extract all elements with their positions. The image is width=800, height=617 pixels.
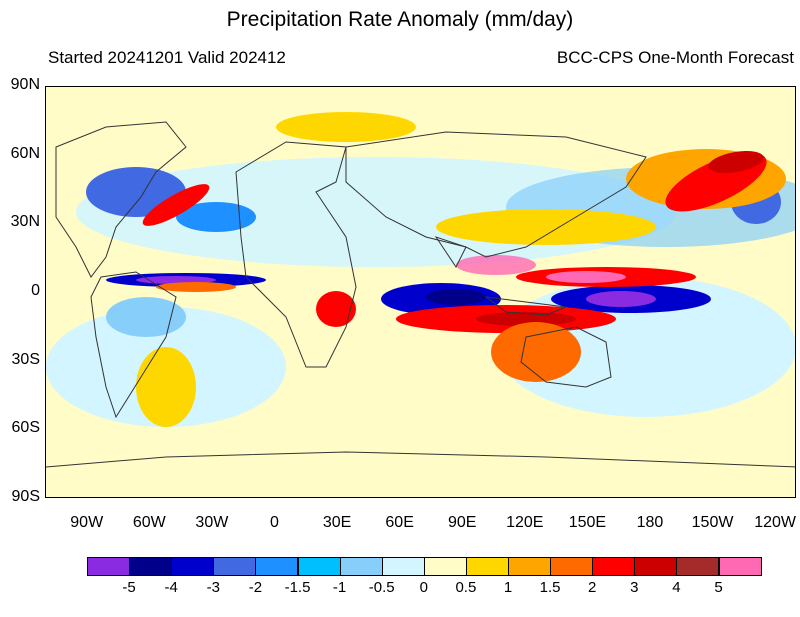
colorbar-tick-label: 5 — [714, 579, 723, 596]
colorbar-swatch — [508, 557, 552, 576]
colorbar-tick-label: 1 — [503, 579, 513, 596]
colorbar-tick-label: 1.5 — [539, 579, 561, 596]
colorbar-tick-label: -0.5 — [368, 579, 395, 596]
lat-label: 60S — [11, 419, 40, 437]
lat-label: 90N — [10, 76, 40, 93]
forecast-dates: Started 20241201 Valid 202412 — [48, 48, 286, 67]
colorbar-swatch — [634, 557, 678, 576]
colorbar-tick-label: -5 — [122, 579, 136, 596]
lon-label: 60E — [385, 514, 414, 531]
lon-label: 120W — [754, 514, 797, 531]
lat-label: 0 — [31, 282, 40, 299]
lon-label: 90E — [447, 514, 477, 531]
colorbar-swatch — [550, 557, 594, 576]
colorbar-tick-label: 0.5 — [455, 579, 477, 596]
lon-label: 180 — [636, 514, 664, 531]
colorbar-swatch — [381, 557, 425, 576]
lat-label: 90S — [11, 488, 40, 505]
colorbar-tick-label: 3 — [630, 579, 639, 596]
colorbar-tick-label: -4 — [164, 579, 178, 596]
colorbar-swatch — [676, 557, 720, 576]
anomaly-field — [46, 112, 795, 427]
lat-label: 30N — [10, 213, 40, 231]
colorbar-tick-label: -1 — [332, 579, 347, 596]
lon-label: 90W — [70, 514, 104, 531]
chart-title: Precipitation Rate Anomaly (mm/day) — [226, 8, 574, 31]
lon-label: 150E — [568, 514, 607, 531]
lat-label: 60N — [10, 144, 40, 162]
colorbar-swatch — [297, 557, 341, 576]
lon-label: 60W — [132, 514, 166, 531]
colorbar-tick-label: 4 — [672, 579, 681, 596]
colorbar-swatch — [339, 557, 383, 576]
colorbar-tick-label: 0 — [419, 579, 428, 596]
lon-label: 30W — [195, 514, 229, 531]
colorbar-swatch — [718, 557, 762, 576]
lon-label: 30E — [322, 514, 352, 531]
colorbar-tick-label: -2 — [248, 579, 263, 596]
colorbar-swatch — [465, 557, 509, 576]
colorbar-swatch — [255, 557, 299, 576]
colorbar-swatch — [213, 557, 257, 576]
colorbar-swatch — [87, 557, 131, 576]
colorbar-swatch — [171, 557, 215, 576]
lon-label: 150W — [691, 514, 734, 531]
colorbar-tick-label: -3 — [206, 579, 220, 596]
colorbar-swatch — [592, 557, 636, 576]
map-canvas — [46, 87, 795, 497]
lat-label: 30S — [11, 350, 40, 368]
anomaly-map — [45, 86, 796, 498]
colorbar-swatch — [423, 557, 467, 576]
colorbar-tick-label: 2 — [588, 579, 597, 596]
forecast-source: BCC-CPS One-Month Forecast — [556, 48, 794, 67]
colorbar-tick-label: -1.5 — [284, 579, 311, 596]
lon-label: 120E — [506, 514, 544, 531]
lon-label: 0 — [270, 514, 279, 531]
colorbar-swatch — [129, 557, 173, 576]
coastlines — [46, 121, 795, 468]
